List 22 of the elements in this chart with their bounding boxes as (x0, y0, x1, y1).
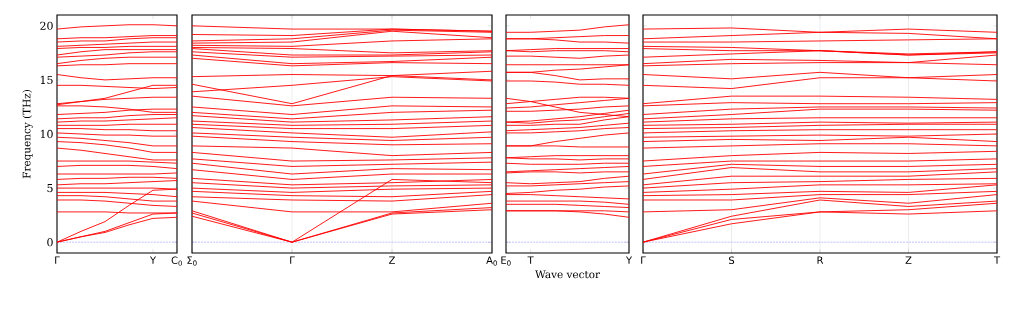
x-tick-label: S (729, 256, 735, 265)
x-tick-label: T (527, 256, 534, 264)
y-tick-label: 20 (40, 21, 53, 30)
x-tick-label: Y (625, 256, 633, 264)
x-tick-label: Z (905, 256, 912, 264)
y-axis-title: Frequency (THz) (22, 90, 33, 179)
x-tick-label: R (817, 256, 824, 264)
x-tick-label: C$_{0}$ (171, 256, 182, 266)
y-tick-label: 5 (47, 184, 53, 193)
y-tick-label: 15 (40, 75, 53, 85)
y-tick-label: 10 (40, 129, 53, 139)
x-axis-title: Wave vector (535, 270, 600, 279)
x-tick-label: Γ (55, 256, 60, 264)
x-tick-label: Γ (290, 256, 295, 264)
x-tick-label: Σ$_{0}$ (187, 256, 197, 266)
x-tick-label: Z (389, 256, 395, 264)
x-tick-label: T (993, 256, 1001, 264)
x-tick-label: Y (149, 256, 157, 264)
y-tick-label: 0 (47, 238, 53, 247)
x-tick-label: E$_{0}$ (501, 256, 511, 266)
x-tick-label: Γ (641, 256, 646, 264)
x-tick-label: A$_{0}$ (486, 256, 497, 266)
